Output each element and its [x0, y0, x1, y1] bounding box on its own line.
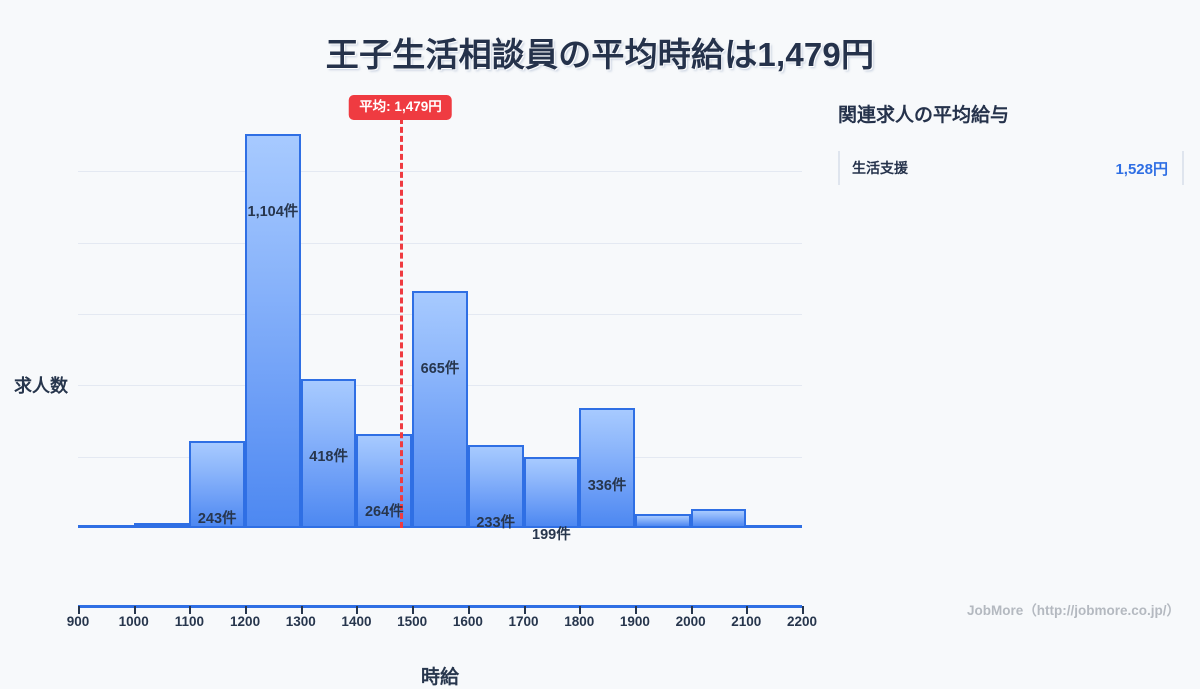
histogram-chart: 900 1000 1100 1200 1300 1400 1500 1600 1700 1800 1…	[0, 90, 830, 688]
related-salary-list: 生活支援 1,528円	[838, 151, 1184, 185]
gridline	[78, 171, 802, 173]
x-axis-tick-label: 1500	[397, 614, 428, 629]
x-axis-tick-label: 1400	[341, 614, 372, 629]
x-axis-tick-label: 1300	[285, 614, 316, 629]
x-axis-tick-label: 1900	[619, 614, 650, 629]
histogram-bar[interactable]	[579, 408, 635, 528]
histogram-bar[interactable]	[78, 525, 134, 528]
histogram-bar[interactable]	[690, 509, 747, 528]
bar-value-label: 1,104件	[247, 204, 299, 221]
mean-badge: 平均: 1,479円	[349, 95, 452, 120]
bar-value-label: 665件	[420, 360, 460, 377]
x-axis-line	[78, 605, 802, 608]
x-axis-tick	[467, 606, 470, 614]
x-axis-tick-label: 1600	[452, 614, 483, 629]
x-axis-tick	[78, 606, 80, 614]
x-axis-tick-label: 1700	[508, 614, 539, 629]
x-axis-tick	[579, 606, 582, 614]
histogram-bar[interactable]	[412, 290, 468, 528]
x-axis-tick	[523, 606, 526, 614]
histogram-bar[interactable]	[189, 441, 246, 528]
related-salary-row[interactable]: 生活支援 1,528円	[838, 151, 1184, 185]
histogram-bar[interactable]	[634, 514, 691, 528]
page-title: 王子生活相談員の平均時給は1,479円	[325, 36, 875, 73]
related-salary-name: 生活支援	[852, 160, 908, 176]
bar-value-label: 233件	[476, 514, 516, 531]
bar-value-label: 199件	[532, 527, 571, 544]
related-salary-panel: 関連求人の平均給与 生活支援 1,528円	[838, 100, 1184, 185]
histogram-bar[interactable]	[133, 523, 190, 528]
bar-value-label: 336件	[587, 478, 627, 495]
x-axis-tick	[802, 606, 804, 614]
histogram-bar[interactable]	[245, 134, 301, 528]
x-axis-tick-label: 1000	[118, 614, 149, 629]
x-axis-title: 時給	[420, 667, 459, 688]
x-axis-tick-label: 1800	[564, 614, 595, 629]
footer-attribution: JobMore（http://jobmore.co.jp/）	[967, 603, 1180, 618]
x-axis-tick-label: 1100	[174, 614, 205, 629]
related-salary-title: 関連求人の平均給与	[838, 105, 1010, 126]
x-axis-tick-label: 2200	[786, 614, 818, 629]
bar-value-label: 243件	[197, 511, 237, 528]
plot-area	[78, 100, 802, 528]
histogram-bar[interactable]	[746, 525, 802, 528]
x-axis-tick	[300, 606, 303, 614]
histogram-bar[interactable]	[467, 444, 524, 528]
chart-page: 王子生活相談員の平均時給は1,479円 900 1000 1100 1200 1300 1…	[0, 36, 1184, 688]
x-axis-tick	[412, 606, 415, 614]
x-axis-tick-label: 1200	[230, 614, 261, 629]
bar-value-label: 418件	[309, 448, 348, 465]
x-axis-tick-label: 2000	[675, 614, 706, 629]
x-axis-tick	[356, 606, 359, 614]
x-axis-tick	[746, 606, 749, 614]
x-axis-tick	[133, 606, 136, 614]
x-axis-tick	[634, 606, 637, 614]
y-axis-title: 求人数	[14, 376, 68, 396]
histogram-bar[interactable]	[300, 378, 357, 528]
histogram-bar[interactable]	[523, 457, 580, 528]
x-axis-tick-label: 2100	[731, 614, 762, 629]
x-axis-tick	[245, 606, 248, 614]
x-axis-tick	[690, 606, 693, 614]
x-axis-tick	[189, 606, 192, 614]
related-salary-value: 1,528円	[1115, 160, 1168, 178]
mean-line	[400, 100, 404, 528]
bar-value-label: 264件	[364, 503, 404, 520]
x-axis-tick-label: 900	[66, 614, 90, 629]
gridline	[78, 242, 802, 244]
